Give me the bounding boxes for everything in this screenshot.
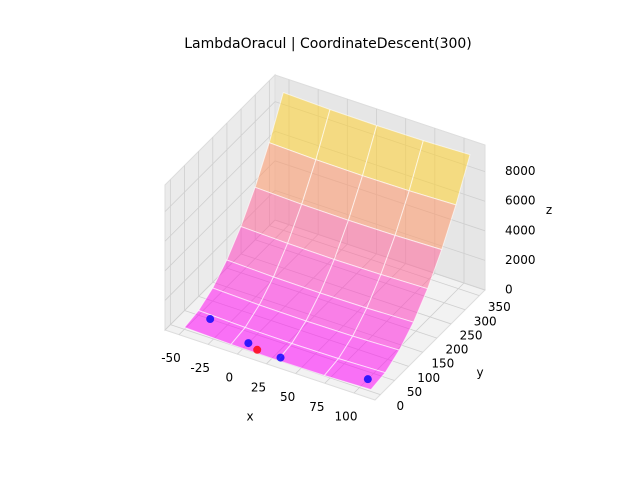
z-tick-label: 2000 <box>505 253 536 267</box>
point <box>206 315 215 324</box>
grid-line <box>164 101 276 212</box>
x-tick-label: 50 <box>280 390 295 404</box>
grid-line <box>164 160 276 272</box>
y-tick-label: 100 <box>417 371 440 385</box>
y-tick-label: 350 <box>488 300 511 314</box>
x-tick-label: -25 <box>190 361 210 375</box>
point <box>253 345 262 354</box>
y-tick-label: 300 <box>474 314 497 328</box>
x-tick-label: 75 <box>309 400 324 414</box>
z-tick-label: 6000 <box>505 194 536 208</box>
y-tick-label: 250 <box>460 328 483 342</box>
y-tick-label: 150 <box>431 357 454 371</box>
y-tick-label: 50 <box>407 385 422 399</box>
y-axis-label: y <box>476 366 483 380</box>
x-tick-label: 25 <box>251 380 266 394</box>
chart-title: LambdaOracul | CoordinateDescent(300) <box>184 36 472 52</box>
x-tick-label: 100 <box>335 410 358 424</box>
point <box>276 353 285 362</box>
x-tick-label: 0 <box>226 371 234 385</box>
z-axis-label: z <box>546 203 552 217</box>
x-axis-label: x <box>246 410 253 424</box>
y-tick-label: 0 <box>397 399 405 413</box>
z-tick-label: 8000 <box>505 164 536 178</box>
z-tick-label: 4000 <box>505 223 536 237</box>
point <box>244 339 253 348</box>
z-tick-label: 0 <box>505 283 513 297</box>
x-tick-label: -50 <box>161 351 181 365</box>
y-tick-label: 200 <box>445 343 468 357</box>
grid-line <box>164 130 276 242</box>
point <box>363 375 372 384</box>
